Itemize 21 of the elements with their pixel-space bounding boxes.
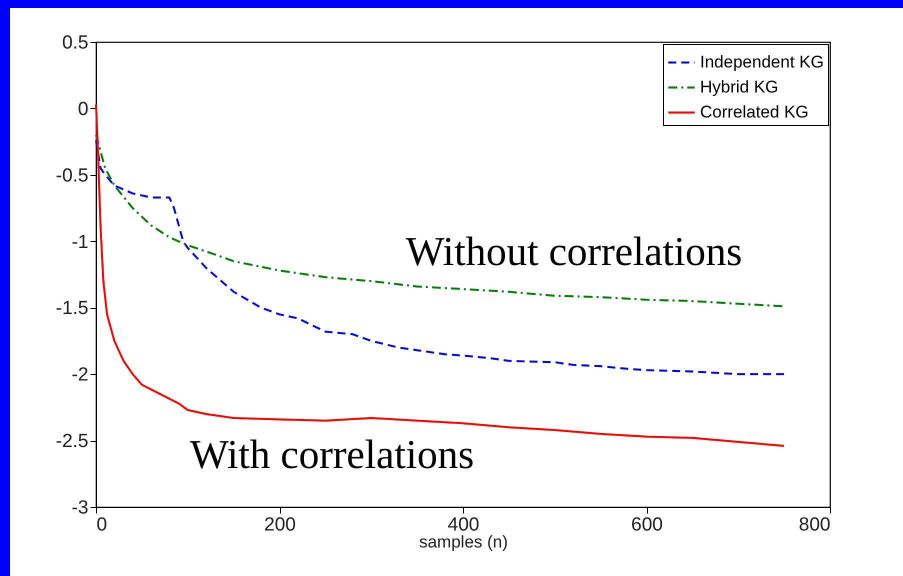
x-tick-label: 0	[96, 514, 108, 536]
y-tick-label: -2.5	[56, 431, 88, 452]
line-series	[95, 139, 786, 376]
annotation: Without correlations	[406, 228, 742, 274]
x-tick-label: 400	[448, 514, 480, 536]
y-tick-label: 0.5	[62, 32, 88, 54]
x-tick-label: 800	[798, 514, 830, 536]
y-tick-label: -1	[72, 232, 88, 253]
x-tick-label: 200	[264, 514, 296, 536]
y-tick-label: -0.5	[56, 165, 88, 186]
legend-label: Hybrid KG	[700, 78, 778, 96]
y-tick-label: -1.5	[56, 298, 88, 320]
y-tick-label: 0	[78, 98, 88, 120]
y-tick-label: -3	[72, 498, 88, 518]
line-series	[95, 134, 786, 308]
annotation: With correlations	[190, 431, 474, 477]
x-axis-title: samples (n)	[419, 532, 508, 552]
legend-label: Correlated KG	[700, 102, 809, 122]
x-tick-label: 600	[631, 514, 663, 536]
y-tick-label: -2	[72, 364, 88, 386]
legend-label: Independent KG	[700, 52, 824, 72]
